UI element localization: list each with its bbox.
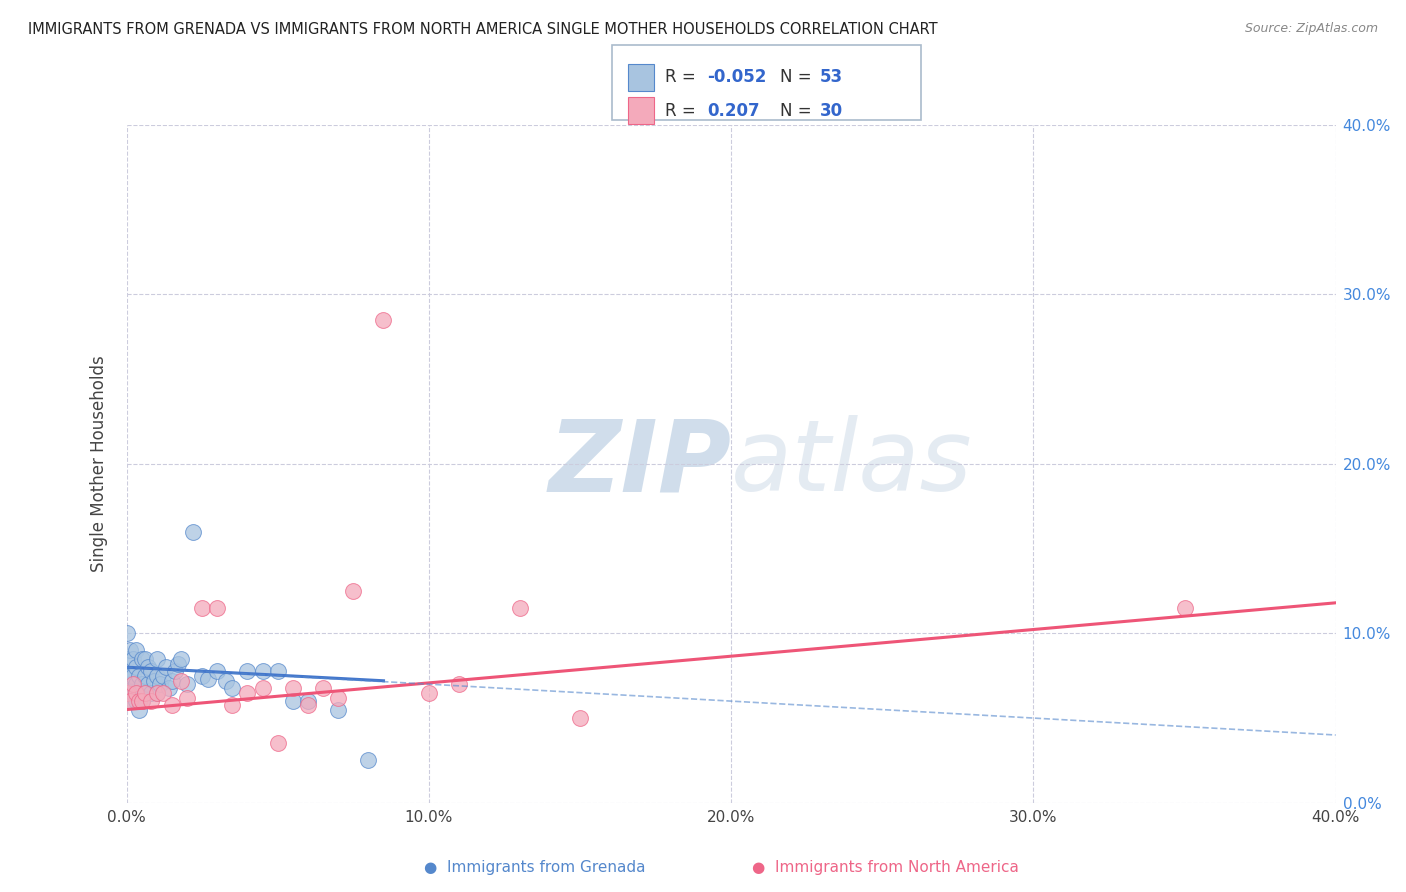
- Point: [124, 685, 146, 699]
- Text: Source: ZipAtlas.com: Source: ZipAtlas.com: [1244, 22, 1378, 36]
- Text: ZIP: ZIP: [548, 416, 731, 512]
- Point: [146, 651, 169, 665]
- Point: [118, 694, 141, 708]
- Point: [160, 673, 183, 688]
- Point: [221, 681, 243, 695]
- Point: [152, 685, 174, 699]
- Point: [118, 677, 141, 691]
- Text: 53: 53: [820, 68, 842, 87]
- Point: [176, 677, 198, 691]
- Point: [267, 737, 290, 751]
- Point: [118, 694, 141, 708]
- Point: [197, 672, 219, 686]
- Point: [115, 685, 138, 699]
- Point: [134, 669, 156, 683]
- Point: [139, 694, 162, 708]
- Point: [163, 664, 186, 678]
- Point: [509, 601, 531, 615]
- Point: [131, 677, 153, 691]
- Point: [146, 685, 169, 699]
- Point: [181, 524, 204, 539]
- Point: [373, 313, 395, 327]
- Text: 0.207: 0.207: [707, 102, 759, 120]
- Point: [128, 703, 150, 717]
- Point: [326, 703, 350, 717]
- Point: [142, 673, 165, 688]
- Point: [191, 601, 214, 615]
- Text: R =: R =: [665, 68, 702, 87]
- Point: [128, 685, 150, 699]
- Text: ●  Immigrants from Grenada: ● Immigrants from Grenada: [423, 860, 645, 874]
- Point: [121, 651, 143, 665]
- Point: [134, 651, 156, 665]
- Point: [418, 685, 440, 699]
- Point: [131, 694, 153, 708]
- Point: [252, 664, 274, 678]
- Point: [134, 685, 156, 699]
- Text: R =: R =: [665, 102, 702, 120]
- Text: 30: 30: [820, 102, 842, 120]
- Point: [281, 694, 304, 708]
- Text: ●  Immigrants from North America: ● Immigrants from North America: [752, 860, 1019, 874]
- Text: N =: N =: [780, 102, 817, 120]
- Point: [115, 651, 138, 665]
- Point: [297, 694, 319, 708]
- Point: [139, 685, 162, 699]
- Point: [115, 669, 138, 683]
- Point: [167, 657, 190, 671]
- Point: [342, 584, 364, 599]
- Point: [157, 681, 180, 695]
- Point: [1173, 601, 1195, 615]
- Point: [267, 664, 290, 678]
- Point: [146, 685, 169, 699]
- Point: [121, 677, 143, 691]
- Point: [146, 669, 169, 683]
- Text: N =: N =: [780, 68, 817, 87]
- Point: [149, 677, 172, 691]
- Point: [281, 681, 304, 695]
- Point: [236, 664, 259, 678]
- Point: [170, 651, 193, 665]
- Point: [252, 681, 274, 695]
- Point: [128, 694, 150, 708]
- Text: -0.052: -0.052: [707, 68, 766, 87]
- Point: [121, 685, 143, 699]
- Point: [155, 660, 177, 674]
- Point: [124, 643, 146, 657]
- Point: [326, 690, 350, 705]
- Point: [124, 660, 146, 674]
- Point: [118, 643, 141, 657]
- Point: [205, 601, 228, 615]
- Y-axis label: Single Mother Households: Single Mother Households: [90, 356, 108, 572]
- Point: [134, 685, 156, 699]
- Point: [215, 673, 238, 688]
- Point: [124, 694, 146, 708]
- Point: [357, 753, 380, 767]
- Text: IMMIGRANTS FROM GRENADA VS IMMIGRANTS FROM NORTH AMERICA SINGLE MOTHER HOUSEHOLD: IMMIGRANTS FROM GRENADA VS IMMIGRANTS FR…: [28, 22, 938, 37]
- Point: [115, 626, 138, 640]
- Point: [236, 685, 259, 699]
- Point: [205, 664, 228, 678]
- Point: [118, 669, 141, 683]
- Point: [128, 669, 150, 683]
- Point: [221, 698, 243, 712]
- Point: [152, 669, 174, 683]
- Point: [139, 664, 162, 678]
- Point: [170, 673, 193, 688]
- Point: [124, 677, 146, 691]
- Point: [568, 711, 592, 725]
- Point: [131, 694, 153, 708]
- Point: [136, 660, 159, 674]
- Point: [131, 651, 153, 665]
- Point: [447, 677, 470, 691]
- Point: [160, 698, 183, 712]
- Point: [191, 669, 214, 683]
- Point: [297, 698, 319, 712]
- Point: [121, 669, 143, 683]
- Point: [312, 681, 335, 695]
- Point: [136, 677, 159, 691]
- Point: [176, 690, 198, 705]
- Text: atlas: atlas: [731, 416, 973, 512]
